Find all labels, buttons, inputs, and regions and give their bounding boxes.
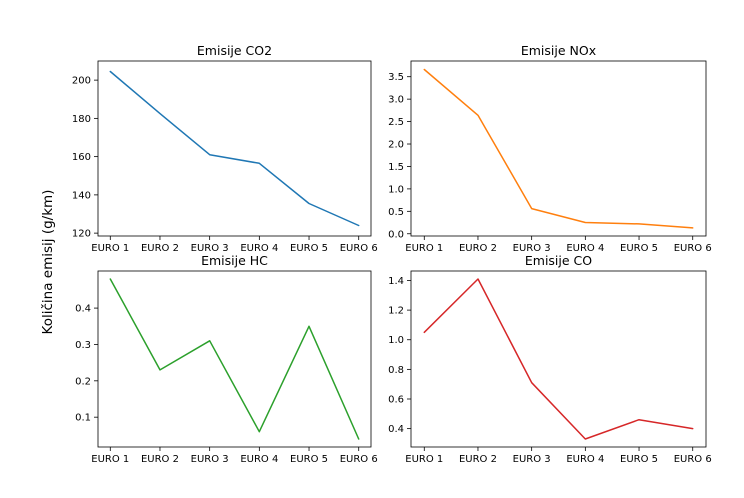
y-tick-label: 160 <box>72 152 91 163</box>
y-tick-label: 3.5 <box>388 72 404 83</box>
x-tick-label: EURO 2 <box>459 454 497 465</box>
x-tick-label: EURO 4 <box>566 243 604 254</box>
x-tick-label: EURO 1 <box>405 454 443 465</box>
x-tick-label: EURO 1 <box>91 243 129 254</box>
y-tick-label: 0.1 <box>75 413 91 424</box>
y-tick-label: 1.2 <box>388 306 404 317</box>
plot-frame <box>97 270 372 448</box>
x-tick-label: EURO 6 <box>674 243 712 254</box>
y-tick-label: 140 <box>72 190 91 201</box>
plot-frame <box>410 270 707 448</box>
chart-panel-co2: Emisije CO2 120 140 160 180 200 EURO 1 EURO 2 EU… <box>72 43 378 254</box>
y-tick-label: 0.6 <box>388 395 404 406</box>
y-tick-label: 120 <box>72 229 91 240</box>
y-tick-label: 0.8 <box>388 365 404 376</box>
y-tick-label: 0.3 <box>75 340 91 351</box>
x-tick-label: EURO 3 <box>191 454 229 465</box>
x-tick-label: EURO 5 <box>290 243 328 254</box>
y-axis-label: Količina emisij (g/km) <box>40 190 56 335</box>
x-tick-label: EURO 5 <box>620 454 658 465</box>
x-tick-label: EURO 2 <box>459 243 497 254</box>
x-tick-label: EURO 4 <box>240 454 278 465</box>
chart-title-hc: Emisije HC <box>201 253 268 268</box>
x-tick-label: EURO 2 <box>141 243 179 254</box>
plot-frame <box>410 60 707 237</box>
chart-panel-hc: Emisije HC 0.1 0.2 0.3 0.4 EURO 1 EURO 2 EURO 3… <box>75 253 378 465</box>
series-line-co <box>423 278 694 440</box>
y-tick-label: 0.5 <box>388 207 404 218</box>
y-tick-label: 2.5 <box>388 117 404 128</box>
chart-title-co: Emisije CO <box>525 253 592 268</box>
x-tick-label: EURO 4 <box>240 243 278 254</box>
x-tick-label: EURO 4 <box>566 454 604 465</box>
x-tick-label: EURO 3 <box>513 243 551 254</box>
x-tick-label: EURO 3 <box>191 243 229 254</box>
y-tick-label: 2.0 <box>388 140 404 151</box>
series-line-co2 <box>109 70 360 227</box>
x-tick-label: EURO 2 <box>141 454 179 465</box>
plot-frame <box>97 60 372 237</box>
x-tick-label: EURO 6 <box>674 454 712 465</box>
y-tick-label: 1.5 <box>388 162 404 173</box>
y-tick-label: 3.0 <box>388 95 404 106</box>
x-tick-label: EURO 1 <box>405 243 443 254</box>
y-tick-label: 200 <box>72 76 91 87</box>
series-line-hc <box>109 278 360 440</box>
x-tick-label: EURO 5 <box>290 454 328 465</box>
y-tick-label: 180 <box>72 114 91 125</box>
x-tick-label: EURO 3 <box>513 454 551 465</box>
y-tick-label: 0.4 <box>75 304 91 315</box>
y-tick-label: 0.0 <box>388 229 404 240</box>
y-tick-label: 1.0 <box>388 184 404 195</box>
x-tick-label: EURO 6 <box>340 454 378 465</box>
x-tick-label: EURO 6 <box>340 243 378 254</box>
y-tick-label: 1.4 <box>388 276 404 287</box>
x-tick-label: EURO 1 <box>91 454 129 465</box>
y-tick-label: 1.0 <box>388 335 404 346</box>
chart-panel-co: Emisije CO 0.4 0.6 0.8 1.0 1.2 1.4 EURO 1 EURO 2… <box>388 253 712 465</box>
series-line-nox <box>423 68 694 229</box>
chart-title-co2: Emisije CO2 <box>197 43 272 58</box>
chart-title-nox: Emisije NOx <box>521 43 596 58</box>
chart-panel-nox: Emisije NOx 0.0 0.5 1.0 1.5 2.0 2.5 3.0 3.5 EURO … <box>388 43 712 254</box>
x-tick-label: EURO 5 <box>620 243 658 254</box>
y-tick-label: 0.4 <box>388 424 404 435</box>
y-tick-label: 0.2 <box>75 376 91 387</box>
